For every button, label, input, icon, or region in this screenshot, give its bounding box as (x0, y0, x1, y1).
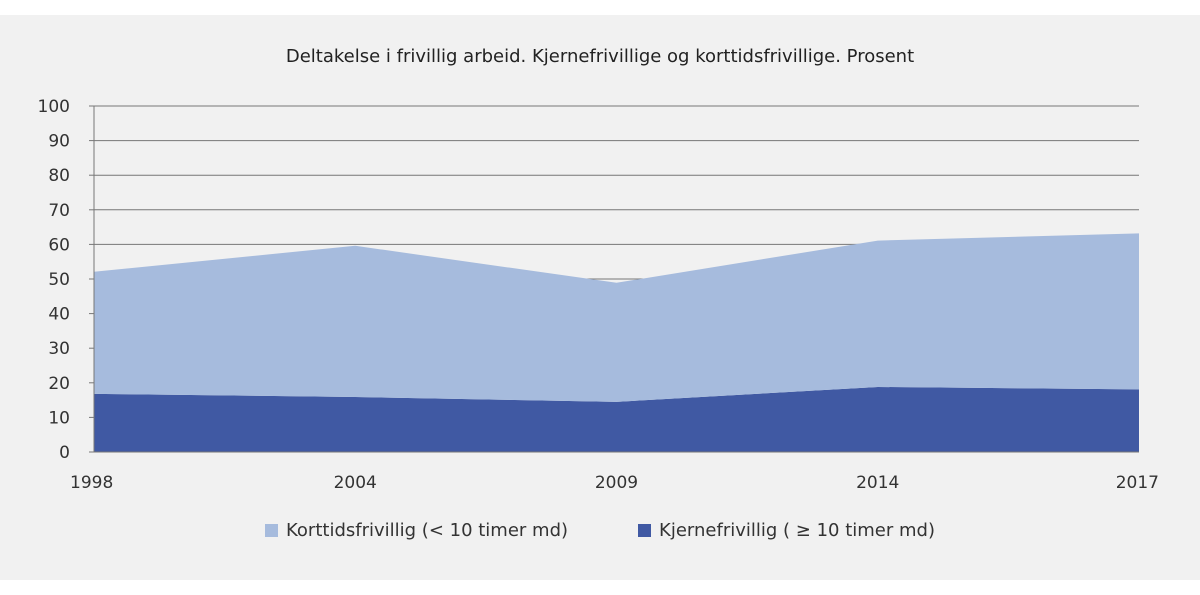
legend-swatch-kjerne (638, 524, 652, 537)
y-tick-label: 30 (48, 339, 70, 359)
y-tick-label: 50 (48, 270, 70, 290)
legend-label-kjerne: Kjernefrivillig ( ≥ 10 timer md) (659, 520, 935, 541)
x-tick-label: 2014 (856, 473, 899, 493)
legend-swatch-korttid (265, 524, 279, 537)
chart-title: Deltakelse i frivillig arbeid. Kjernefri… (285, 46, 915, 67)
y-tick-label: 0 (59, 443, 70, 463)
legend-item-kjerne: Kjernefrivillig ( ≥ 10 timer md) (638, 520, 935, 541)
y-tick-label: 90 (48, 132, 70, 152)
legend-item-korttid: Korttidsfrivillig (< 10 timer md) (265, 520, 568, 541)
x-tick-label: 2017 (1116, 473, 1159, 493)
y-tick-label: 60 (48, 235, 70, 255)
legend: Korttidsfrivillig (< 10 timer md) Kjerne… (0, 520, 1200, 541)
x-tick-label: 2004 (334, 473, 377, 493)
x-tick-label: 2009 (595, 473, 638, 493)
area-series-korttid (94, 233, 1139, 402)
x-tick-label: 1998 (70, 473, 113, 493)
legend-label-korttid: Korttidsfrivillig (< 10 timer md) (286, 520, 569, 541)
y-tick-label: 10 (48, 408, 70, 428)
y-tick-label: 20 (48, 374, 70, 394)
y-tick-label: 100 (38, 97, 70, 117)
y-tick-label: 80 (48, 166, 70, 186)
area-series-kjerne (94, 386, 1139, 452)
y-tick-label: 70 (48, 201, 70, 221)
y-tick-label: 40 (48, 305, 70, 325)
